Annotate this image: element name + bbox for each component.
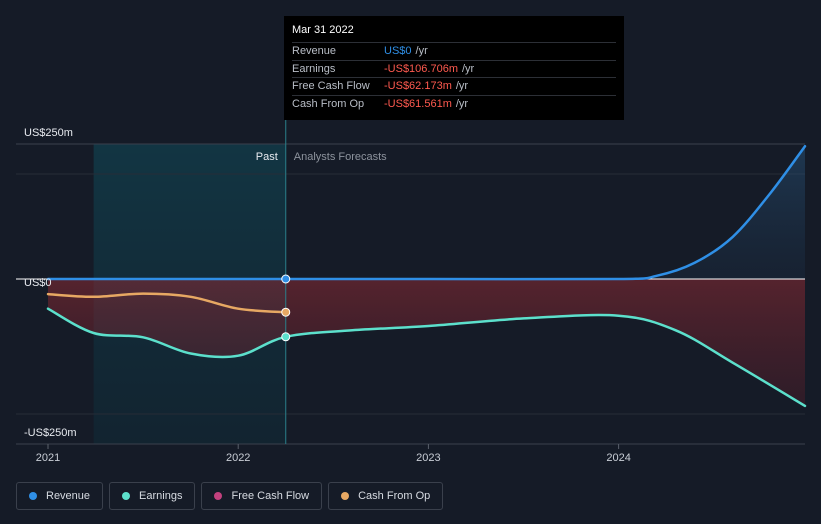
legend-label: Revenue <box>46 490 91 502</box>
tooltip-row-cash-from-op: Cash From Op -US$61.561m /yr <box>292 94 616 113</box>
legend-dot-icon <box>29 492 37 500</box>
tooltip-value: -US$106.706m <box>384 62 458 75</box>
tooltip-date: Mar 31 2022 <box>292 24 354 36</box>
legend-dot-icon <box>214 492 223 500</box>
past-label: Past <box>256 151 278 163</box>
legend-item-cash-from-op[interactable]: Cash From Op <box>328 482 444 510</box>
legend-item-free-cash-flow[interactable]: Free Cash Flow <box>201 482 323 510</box>
tooltip-label: Revenue <box>292 45 337 58</box>
tooltip-row-free-cash-flow: Free Cash Flow -US$62.173m /yr <box>292 77 616 95</box>
y-label-bottom: -US$250m <box>24 427 77 439</box>
forecast-label: Analysts Forecasts <box>294 151 387 163</box>
y-label-top: US$250m <box>24 127 73 139</box>
earnings-area <box>48 279 805 406</box>
tooltip-unit: /yr <box>455 97 469 110</box>
tooltip-label: Cash From Op <box>292 97 365 110</box>
tooltip-label: Free Cash Flow <box>292 80 370 93</box>
tooltip-value: -US$62.173m <box>384 80 452 93</box>
legend-item-revenue[interactable]: Revenue <box>16 482 104 510</box>
x-tick-label: 2024 <box>606 452 630 464</box>
revenue-line <box>46 144 807 281</box>
legend-dot-icon <box>122 492 131 500</box>
tooltip-row-earnings: Earnings -US$106.706m /yr <box>292 59 616 78</box>
y-label-zero: US$0 <box>24 277 52 289</box>
tooltip: Mar 31 2022 Revenue US$0 /yr Earnings -U… <box>284 16 624 120</box>
legend-dot-icon <box>341 492 350 500</box>
legend-label: Earnings <box>139 490 183 502</box>
revenue-area <box>48 146 805 280</box>
x-tick-label: 2021 <box>36 452 60 464</box>
cash-from-op-line <box>46 292 288 314</box>
legend-label: Cash From Op <box>358 490 431 502</box>
x-tick-label: 2022 <box>226 452 250 464</box>
tooltip-row-revenue: Revenue US$0 /yr <box>292 42 616 60</box>
tooltip-label: Earnings <box>292 62 336 75</box>
revenue-marker[interactable] <box>281 274 291 284</box>
gridlines <box>16 143 805 445</box>
cash-from-op-marker[interactable] <box>281 307 291 317</box>
earnings-line <box>46 307 807 408</box>
legend-item-earnings[interactable]: Earnings <box>109 482 196 510</box>
tooltip-value: -US$61.561m <box>384 97 452 110</box>
x-axis: 2021 2022 2023 2024 <box>36 444 631 464</box>
earnings-marker[interactable] <box>281 332 291 342</box>
legend: Revenue Earnings Free Cash Flow Cash Fro… <box>16 482 444 512</box>
tooltip-unit: /yr <box>415 45 428 58</box>
tooltip-value: US$0 <box>384 45 412 58</box>
legend-label: Free Cash Flow <box>231 490 310 502</box>
tooltip-unit: /yr <box>455 80 469 93</box>
x-tick-label: 2023 <box>416 452 440 464</box>
tooltip-unit: /yr <box>462 62 475 75</box>
